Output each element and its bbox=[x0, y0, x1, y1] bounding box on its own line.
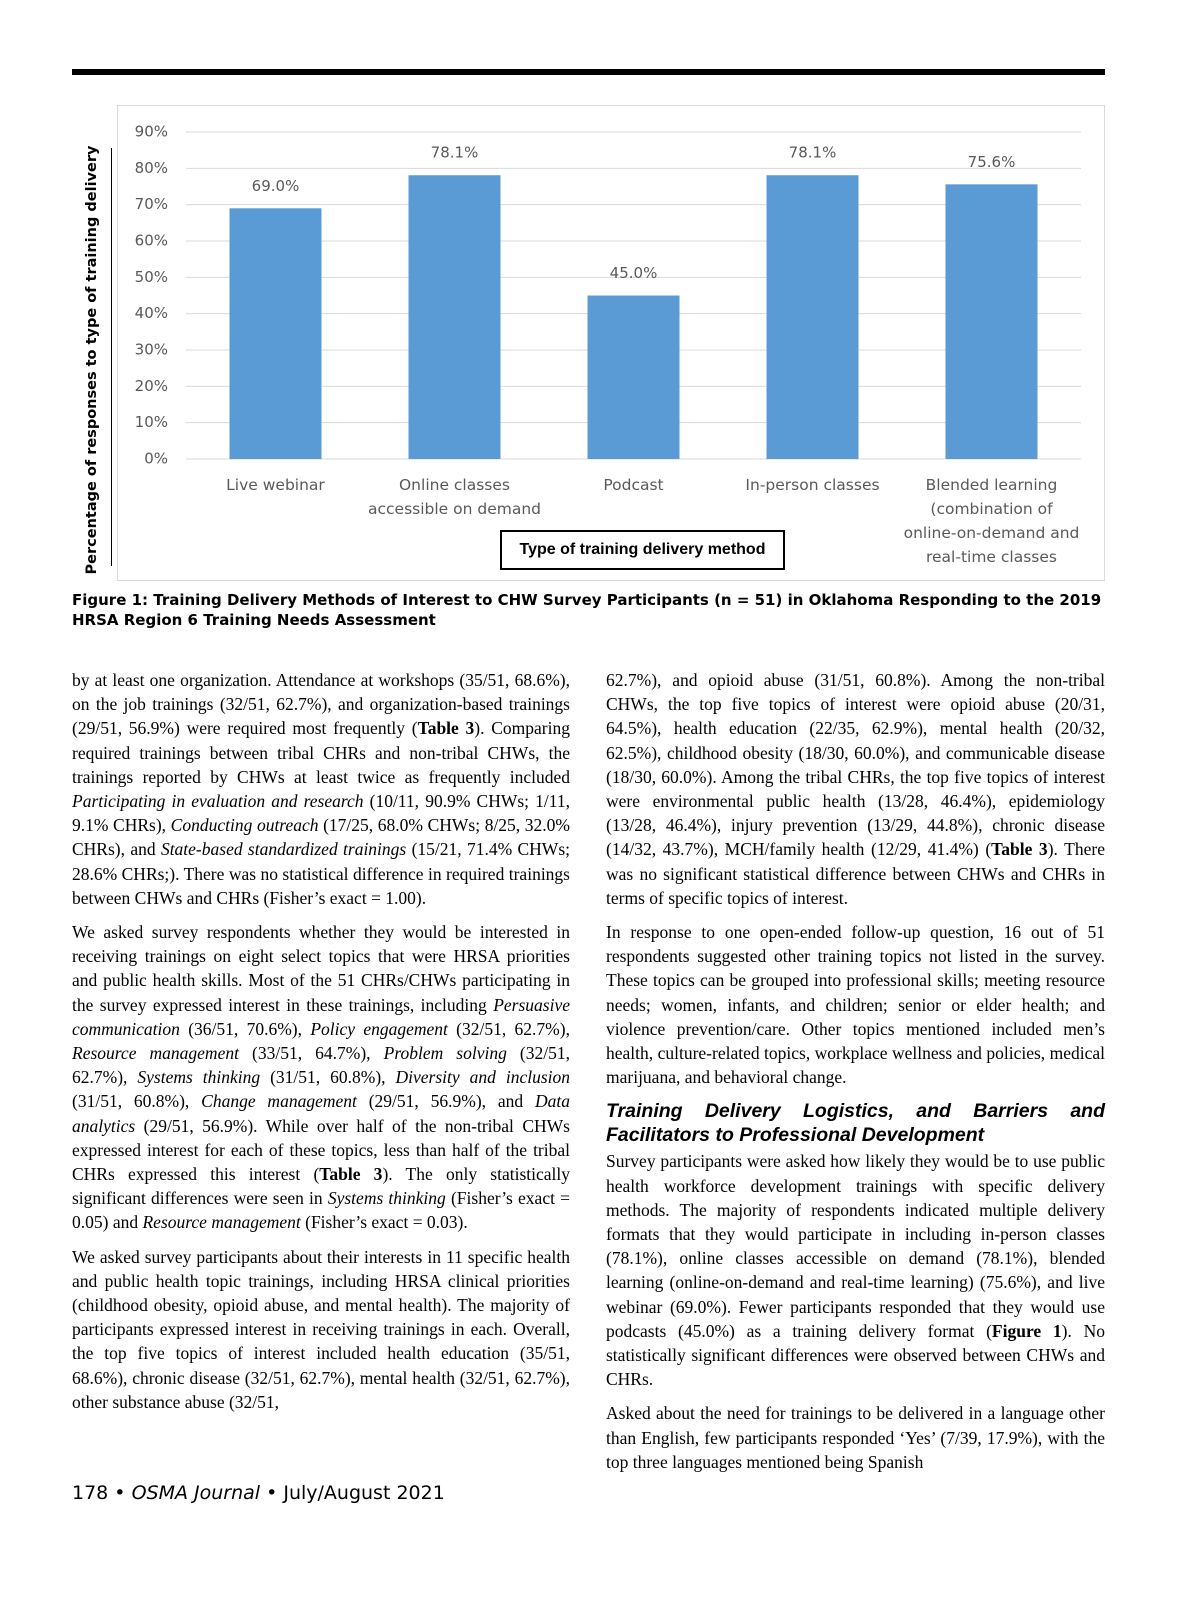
text-run: 178 • bbox=[72, 1482, 132, 1504]
text-run: • July/August 2021 bbox=[260, 1482, 445, 1504]
text-run: Resource management bbox=[72, 1043, 239, 1064]
text-run: (17/25, 68.0% CHWs; 8/25, 32.0% CHRs), a… bbox=[72, 815, 570, 860]
text-run: ). Comparing required trainings between … bbox=[72, 718, 570, 787]
text-run: Table 3 bbox=[991, 839, 1048, 860]
footer: 178 • OSMA Journal • July/August 2021 bbox=[72, 1482, 445, 1504]
y-tick-label: 90% bbox=[135, 123, 168, 141]
text-run: Policy engagement bbox=[310, 1018, 448, 1039]
paragraph: Asked about the need for trainings to be… bbox=[606, 1401, 1105, 1474]
left-column: by at least one organization. Attendance… bbox=[72, 668, 570, 1424]
text-run: Table 3 bbox=[417, 718, 475, 739]
text-run: Systems thinking bbox=[327, 1188, 446, 1209]
text-run: Asked about the need for trainings to be… bbox=[606, 1403, 1105, 1472]
bar bbox=[945, 184, 1038, 459]
bar bbox=[587, 295, 680, 459]
paragraph: by at least one organization. Attendance… bbox=[72, 668, 570, 910]
text-run: Table 3 bbox=[319, 1164, 383, 1185]
section-heading: Training Delivery Logistics, and Barrier… bbox=[606, 1100, 1105, 1147]
paragraphs: Survey participants were asked how likel… bbox=[606, 1149, 1105, 1474]
text-run: Change management bbox=[201, 1091, 357, 1112]
value-label: 45.0% bbox=[610, 264, 658, 282]
x-tick-label: Online classes accessible on demand bbox=[367, 476, 541, 518]
y-tick-label: 70% bbox=[135, 195, 168, 213]
text-run: (29/51, 56.9%). While over half of the n… bbox=[72, 1115, 570, 1185]
text-run: Resource management bbox=[142, 1212, 301, 1233]
plot: 0% 10% 20% 30% 40% 50% 60% 70% 80% 90% 69.0% 78.1% 4… bbox=[135, 123, 1081, 468]
text-run: Data analytics bbox=[72, 1091, 570, 1136]
y-tick-label: 80% bbox=[135, 159, 168, 177]
y-tick-label: 50% bbox=[135, 268, 168, 286]
value-label: 78.1% bbox=[431, 144, 479, 162]
text-run: OSMA Journal bbox=[131, 1482, 261, 1504]
text-run: (15/21, 71.4% CHWs; 28.6% CHRs;). There … bbox=[72, 839, 570, 908]
figure-caption: Figure 1: Training Delivery Methods of I… bbox=[72, 591, 1102, 629]
chart: 0% 10% 20% 30% 40% 50% 60% 70% 80% 90% 69.0% 78.1% 4… bbox=[117, 105, 1105, 581]
text-run: Diversity and inclusion bbox=[395, 1067, 571, 1088]
text-run: Participating in evaluation and research bbox=[72, 791, 364, 812]
paragraphs: 62.7%), and opioid abuse (31/51, 60.8%).… bbox=[606, 668, 1105, 1089]
text-run: Figure 1 bbox=[991, 1320, 1062, 1341]
text-run: (32/51, 62.7%), bbox=[447, 1018, 570, 1039]
text-run: by at least one organization. Attendance… bbox=[72, 670, 570, 739]
text-run: (Fisher’s exact = 0.05) and bbox=[72, 1188, 570, 1233]
text-run: Systems thinking bbox=[137, 1067, 261, 1088]
text-run: Conducting outreach bbox=[170, 815, 319, 836]
value-label: 78.1% bbox=[789, 144, 837, 162]
text-run: ). There was no significant statistical … bbox=[606, 839, 1105, 908]
y-axis-label: Percentage of responses to type of train… bbox=[84, 145, 100, 575]
text-run: (31/51, 60.8%), bbox=[72, 1091, 202, 1112]
text-run: (33/51, 64.7%), bbox=[238, 1043, 384, 1064]
x-tick-label: In-person classes bbox=[745, 476, 880, 494]
text-run: We asked survey participants about their… bbox=[72, 1246, 570, 1412]
paragraph: We asked survey respondents whether they… bbox=[72, 920, 570, 1235]
text: 178 • OSMA Journal • July/August 2021 bbox=[72, 1482, 445, 1504]
right-column: 62.7%), and opioid abuse (31/51, 60.8%).… bbox=[606, 668, 1105, 1484]
bar bbox=[408, 175, 501, 459]
text-run: Survey participants were asked how likel… bbox=[606, 1151, 1105, 1341]
text-run: (Fisher’s exact = 0.03). bbox=[300, 1212, 468, 1233]
text-run: Persuasive communication bbox=[72, 994, 570, 1039]
text-run: Problem solving bbox=[383, 1043, 507, 1064]
value-label: 75.6% bbox=[968, 153, 1016, 171]
y-tick-label: 0% bbox=[144, 450, 168, 468]
text-run: In response to one open-ended follow-up … bbox=[606, 922, 1105, 1088]
x-tick-label: Podcast bbox=[603, 476, 664, 494]
text-run: (32/51, 62.7%), bbox=[72, 1043, 570, 1088]
bar bbox=[229, 208, 322, 459]
y-tick-label: 30% bbox=[135, 341, 168, 359]
text-run: State-based standardized trainings bbox=[160, 839, 407, 860]
text-run: (31/51, 60.8%), bbox=[260, 1067, 396, 1088]
paragraph: 62.7%), and opioid abuse (31/51, 60.8%).… bbox=[606, 668, 1105, 910]
paragraph: Survey participants were asked how likel… bbox=[606, 1149, 1105, 1391]
text-run: 62.7%), and opioid abuse (31/51, 60.8%).… bbox=[606, 670, 1105, 860]
text-run: ). The only statistically significant di… bbox=[72, 1164, 570, 1209]
y-tick-label: 40% bbox=[135, 304, 168, 322]
y-tick-label: 20% bbox=[135, 377, 168, 395]
x-axis-label: Type of training delivery method bbox=[500, 530, 785, 570]
paragraph: In response to one open-ended follow-up … bbox=[606, 920, 1105, 1089]
text-run: ). No statistically significant differen… bbox=[606, 1320, 1105, 1390]
axis-rule bbox=[111, 148, 112, 566]
text-run: (10/11, 90.9% CHWs; 1/11, 9.1% CHRs), bbox=[72, 791, 570, 836]
y-tick-label: 10% bbox=[135, 413, 168, 431]
value-label: 69.0% bbox=[252, 177, 300, 195]
text-run: We asked survey respondents whether they… bbox=[72, 922, 570, 1015]
text-run: (29/51, 56.9%), and bbox=[356, 1091, 535, 1112]
y-tick-label: 60% bbox=[135, 232, 168, 250]
x-tick-label: Blended learning (combination of online-… bbox=[903, 476, 1080, 566]
text-run: (36/51, 70.6%), bbox=[179, 1018, 311, 1039]
x-tick-label: Live webinar bbox=[226, 476, 325, 494]
bar bbox=[766, 175, 859, 459]
top-rule bbox=[72, 69, 1105, 75]
paragraph: We asked survey participants about their… bbox=[72, 1245, 570, 1414]
